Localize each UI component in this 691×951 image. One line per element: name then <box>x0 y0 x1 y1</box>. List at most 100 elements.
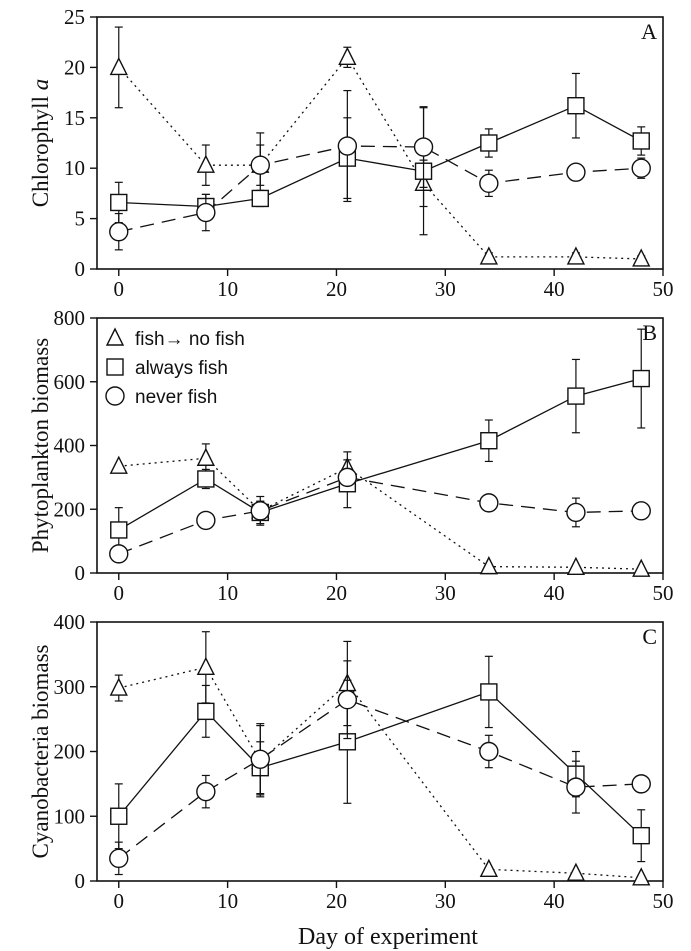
legend-marker-triangle <box>105 327 125 346</box>
data-point-square <box>480 134 498 152</box>
data-point-square <box>110 807 128 825</box>
legend-marker-square <box>106 358 124 376</box>
data-point-square <box>632 132 650 150</box>
series-line-always_fish <box>118 104 642 208</box>
y-tick-label: 5 <box>75 207 86 231</box>
legend-item-never_fish: never fish <box>105 386 217 408</box>
plot-frame <box>96 16 664 270</box>
data-point-square <box>110 521 128 539</box>
data-point-circle <box>337 467 358 488</box>
panel-letter: B <box>642 320 657 345</box>
data-point-triangle <box>566 556 586 575</box>
x-tick-label: 0 <box>114 581 125 605</box>
series-never_fish <box>109 89 651 251</box>
data-point-square <box>251 189 269 208</box>
y-tick-label: 200 <box>54 740 86 764</box>
data-point-circle <box>109 848 129 869</box>
data-point-circle <box>479 173 499 194</box>
data-point-triangle <box>632 248 651 267</box>
x-tick-label: 10 <box>217 889 238 913</box>
data-point-circle <box>196 781 216 802</box>
data-point-circle <box>631 501 651 521</box>
series-always_fish <box>110 72 650 236</box>
data-point-triangle <box>109 56 128 76</box>
plot-frame <box>96 317 664 574</box>
data-point-circle <box>479 493 499 513</box>
series-line-never_fish <box>118 145 642 233</box>
x-axis-ticks: 0 10 20 30 40 50 <box>114 269 674 301</box>
y-axis-ticks: 0 100 200 300 400 <box>54 610 97 893</box>
legend-marker-circle <box>105 386 125 406</box>
data-point-circle <box>250 749 270 769</box>
y-axis-title: Chlorophyll a <box>28 79 53 207</box>
legend-item-fish_to_no_fish: fish→ no fish <box>105 327 245 350</box>
data-point-triangle <box>109 455 128 474</box>
x-tick-label: 0 <box>114 277 125 301</box>
data-point-circle <box>631 158 651 178</box>
y-axis-title-italic: a <box>28 79 53 91</box>
x-tick-label: 0 <box>114 889 125 913</box>
data-point-circle <box>196 510 216 531</box>
data-point-triangle <box>479 858 498 878</box>
legend: fish→ no fish always fish never fish <box>105 327 245 408</box>
panel-letter: A <box>641 19 657 44</box>
data-point-triangle <box>109 677 128 696</box>
data-point-circle <box>479 741 499 762</box>
data-point-circle <box>250 155 270 175</box>
series-line-always_fish <box>118 691 642 837</box>
data-point-square <box>480 683 498 701</box>
series-never_fish <box>109 660 651 876</box>
data-point-triangle <box>479 556 498 575</box>
data-point-circle <box>337 136 358 156</box>
data-point-triangle <box>196 154 215 173</box>
y-tick-label: 10 <box>64 156 85 180</box>
data-point-circle <box>413 137 434 157</box>
series-fish_to_no_fish <box>109 26 651 267</box>
x-axis-ticks: 0 10 20 30 40 50 <box>114 573 674 605</box>
series-line-never_fish <box>118 698 642 859</box>
y-tick-label: 600 <box>54 370 86 394</box>
x-tick-label: 30 <box>435 581 456 605</box>
y-tick-label: 0 <box>75 869 86 893</box>
data-point-circle <box>196 202 216 223</box>
x-axis-ticks: 0 10 20 30 40 50 <box>114 881 674 913</box>
data-point-triangle <box>196 656 215 676</box>
data-point-circle <box>337 690 358 710</box>
panel-A: 0 10 20 30 40 50 0 5 10 15 20 25 Chlorophyll a A <box>28 5 674 301</box>
data-point-square <box>480 432 498 450</box>
panels: 0 10 20 30 40 50 0 5 10 15 20 25 Chlorophyll a A 0 10 20… <box>28 5 674 913</box>
data-point-circle <box>566 777 586 797</box>
data-point-square <box>632 826 650 845</box>
series-fish_to_no_fish <box>109 631 651 886</box>
y-tick-label: 800 <box>54 306 86 330</box>
x-tick-label: 20 <box>326 889 347 913</box>
y-tick-label: 300 <box>54 675 86 699</box>
data-point-square <box>567 97 585 115</box>
data-point-circle <box>631 774 651 794</box>
legend-label: always fish <box>135 358 228 379</box>
data-point-triangle <box>566 862 586 881</box>
x-tick-label: 50 <box>653 277 674 301</box>
y-axis-ticks: 0 5 10 15 20 25 <box>64 5 97 281</box>
data-point-circle <box>250 501 270 521</box>
data-point-circle <box>109 544 129 564</box>
data-point-circle <box>109 222 129 242</box>
y-axis-title: Cyanobacteria biomass <box>28 644 53 858</box>
data-point-square <box>110 193 128 212</box>
data-point-square <box>197 470 215 488</box>
data-point-square <box>197 702 215 721</box>
x-tick-label: 30 <box>435 889 456 913</box>
data-point-triangle <box>338 46 357 66</box>
data-point-circle <box>566 502 586 523</box>
data-point-triangle <box>632 558 651 577</box>
y-tick-label: 200 <box>54 497 86 521</box>
legend-item-always_fish: always fish <box>106 358 228 379</box>
x-axis-title: Day of experiment <box>298 924 478 950</box>
y-tick-label: 25 <box>64 5 85 29</box>
y-tick-label: 0 <box>75 561 86 585</box>
y-tick-label: 100 <box>54 804 86 828</box>
y-axis-title: Phytoplankton biomass <box>28 338 53 553</box>
x-tick-label: 10 <box>217 277 238 301</box>
x-tick-label: 30 <box>435 277 456 301</box>
